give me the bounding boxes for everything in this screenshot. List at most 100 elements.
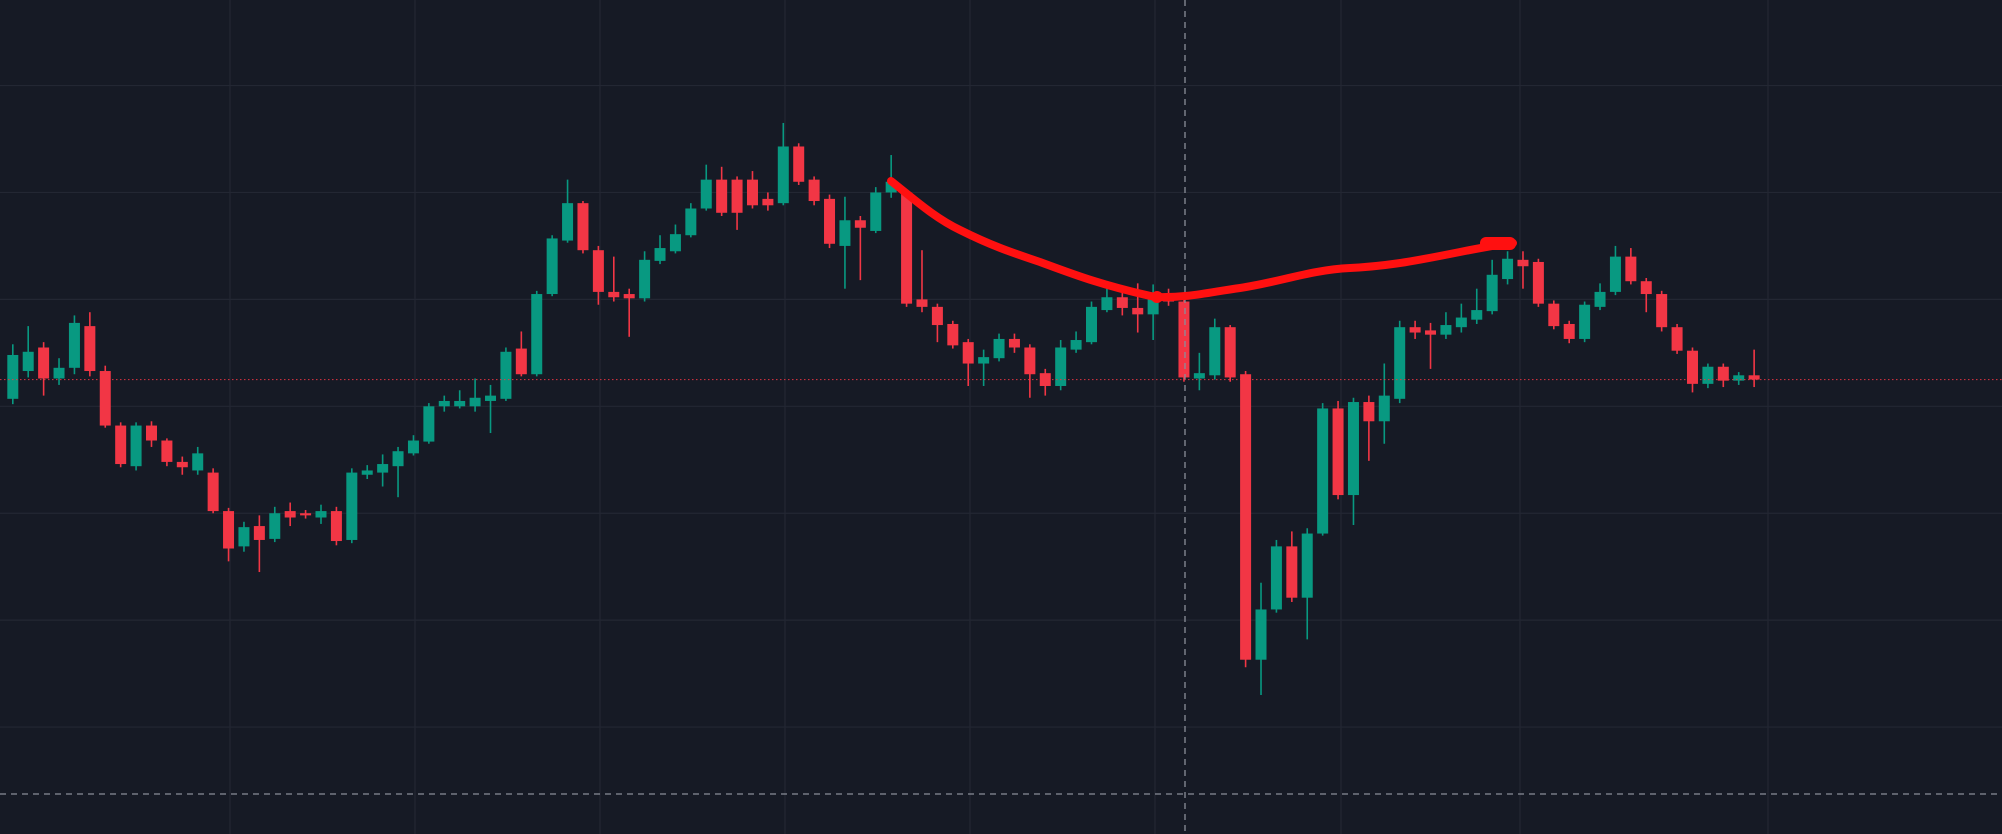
candle-body xyxy=(1347,402,1359,496)
candle-body xyxy=(22,351,34,372)
candle-body xyxy=(1425,330,1437,335)
candle-body xyxy=(978,357,990,364)
candle-body xyxy=(423,406,435,442)
candle-body xyxy=(1024,347,1036,375)
candle-body xyxy=(1394,327,1406,399)
candles xyxy=(7,122,1760,695)
candle-body xyxy=(145,425,157,441)
candle-body xyxy=(1240,374,1252,660)
candle-body xyxy=(1748,375,1760,380)
candle-body xyxy=(469,397,481,407)
candle-body xyxy=(1640,281,1652,295)
candle-body xyxy=(685,208,697,236)
candle-body xyxy=(161,440,173,462)
candle-body xyxy=(38,347,50,379)
candle-body xyxy=(1532,261,1544,304)
candle-body xyxy=(485,395,497,401)
candle-body xyxy=(562,203,574,241)
candle-body xyxy=(53,367,65,379)
candle-body xyxy=(330,511,342,542)
candle-body xyxy=(1733,375,1745,381)
candle-body xyxy=(130,425,142,467)
candle-body xyxy=(947,323,959,346)
candle-body xyxy=(1301,533,1313,598)
candle-body xyxy=(1332,408,1344,496)
candle-body xyxy=(99,371,111,426)
candle-body xyxy=(1132,307,1144,315)
candle-body xyxy=(253,526,265,540)
vertical-grid xyxy=(229,0,1769,834)
candle-body xyxy=(839,220,851,246)
candle-body xyxy=(1625,256,1637,282)
candle-body xyxy=(885,181,897,193)
freehand-drawing xyxy=(887,177,1517,302)
candle-body xyxy=(1548,303,1560,327)
candle-body xyxy=(1686,350,1698,384)
candle-body xyxy=(962,342,974,364)
candle-body xyxy=(7,354,19,399)
candle-body xyxy=(1717,366,1729,381)
candle-body xyxy=(1363,402,1375,422)
candle-body xyxy=(238,527,250,547)
candle-body xyxy=(1502,258,1514,280)
candle-body xyxy=(223,511,235,549)
candle-body xyxy=(777,146,789,204)
candle-body xyxy=(1209,327,1221,376)
candle-body xyxy=(901,192,913,304)
candle-body xyxy=(546,238,558,295)
candle-body xyxy=(669,234,681,252)
candle-body xyxy=(1579,304,1591,339)
candle-body xyxy=(639,259,651,299)
candle-body xyxy=(438,400,450,407)
candle-body xyxy=(1656,294,1668,328)
candle-body xyxy=(1055,347,1067,386)
candle-body xyxy=(192,453,204,471)
candle-body xyxy=(1086,306,1097,343)
candle-body xyxy=(916,299,928,307)
candle-body xyxy=(1409,327,1421,333)
candle-body xyxy=(731,179,743,213)
candle-body xyxy=(1193,373,1205,379)
candle-body xyxy=(1671,327,1683,351)
candle-body xyxy=(808,179,820,202)
candle-body xyxy=(284,511,296,518)
candle-body xyxy=(1116,297,1128,308)
candle-body xyxy=(269,513,281,539)
candle-body xyxy=(315,511,327,518)
candle-body xyxy=(870,192,882,231)
candle-body xyxy=(515,348,527,375)
candle-body xyxy=(531,294,543,375)
candle-body xyxy=(746,179,758,206)
candle-body xyxy=(1471,310,1483,320)
candle-body xyxy=(1255,609,1267,660)
candle-body xyxy=(1517,259,1529,267)
candle-body xyxy=(1378,395,1390,422)
candle-body xyxy=(377,464,389,473)
candle-body xyxy=(608,291,620,298)
candle-body xyxy=(300,513,312,516)
candle-body xyxy=(392,451,404,467)
candle-body xyxy=(1008,338,1020,348)
candle-body xyxy=(1224,327,1236,378)
candle-body xyxy=(1317,408,1329,534)
candle-body xyxy=(1286,546,1298,598)
drawing-point xyxy=(1151,291,1163,303)
candle-body xyxy=(623,294,635,299)
candle-body xyxy=(762,198,774,206)
candle-body xyxy=(577,203,589,251)
candle-body xyxy=(346,472,358,540)
candle-body xyxy=(1563,323,1575,339)
candle-body xyxy=(1270,546,1282,610)
candle-body xyxy=(824,198,836,244)
candle-body xyxy=(207,472,219,512)
candle-body xyxy=(654,248,666,261)
candle-body xyxy=(1455,317,1467,328)
candle-body xyxy=(361,470,373,475)
candle-body xyxy=(454,400,466,407)
candle-body xyxy=(993,338,1005,359)
candle-body xyxy=(1147,299,1159,315)
candle-body xyxy=(500,351,512,399)
